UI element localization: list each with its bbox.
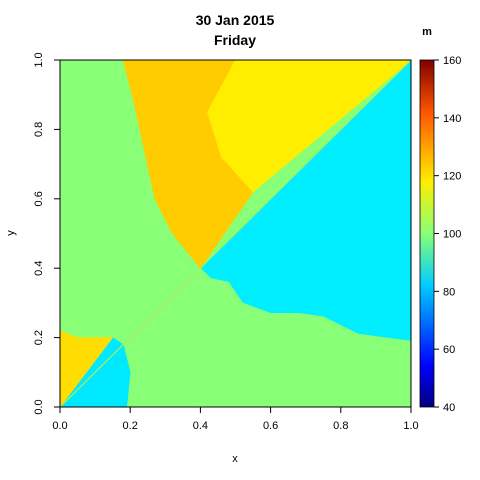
y-tick-label: 0.6: [33, 191, 45, 206]
colorbar-tick-label: 140: [443, 113, 461, 125]
diagonal-seam: [60, 60, 411, 407]
x-axis: 0.0 0.2 0.4 0.6 0.8 1.0: [52, 407, 419, 432]
x-tick-label: 0.8: [333, 420, 348, 432]
colorbar: [419, 59, 435, 408]
colorbar-tick-label: 120: [443, 171, 461, 183]
colorbar-tick-label: 60: [443, 344, 455, 356]
plot-area: [60, 60, 411, 407]
y-tick-label: 1.0: [33, 52, 45, 67]
colorbar-unit: m: [422, 26, 432, 38]
region-bottom-left-yellow: [60, 330, 114, 407]
region-top-yellow: [207, 60, 411, 193]
x-tick-label: 0.2: [123, 420, 138, 432]
x-tick-label: 0.0: [52, 420, 67, 432]
y-tick-label: 0.0: [33, 399, 45, 414]
colorbar-tick-label: 40: [443, 402, 455, 414]
x-tick-label: 0.6: [263, 420, 278, 432]
y-axis: 0.0 0.2 0.4 0.6 0.8 1.0: [33, 52, 60, 415]
x-axis-label: x: [232, 453, 238, 465]
y-tick-label: 0.4: [33, 261, 45, 276]
y-tick-label: 0.8: [33, 122, 45, 137]
y-axis-label: y: [5, 230, 17, 236]
colorbar-tick-label: 80: [443, 286, 455, 298]
colorbar-tick-label: 160: [443, 55, 461, 67]
y-tick-label: 0.2: [33, 330, 45, 345]
chart-subtitle: Friday: [214, 32, 256, 48]
x-tick-label: 0.4: [193, 420, 208, 432]
plot-frame: [59, 59, 412, 408]
colorbar-tick-label: 100: [443, 229, 461, 241]
x-tick-label: 1.0: [403, 420, 418, 432]
heatmap-regions: [60, 60, 411, 407]
chart-title: 30 Jan 2015: [196, 12, 275, 28]
colorbar-ticks: 40 60 80 100 120 140 160: [434, 55, 461, 414]
